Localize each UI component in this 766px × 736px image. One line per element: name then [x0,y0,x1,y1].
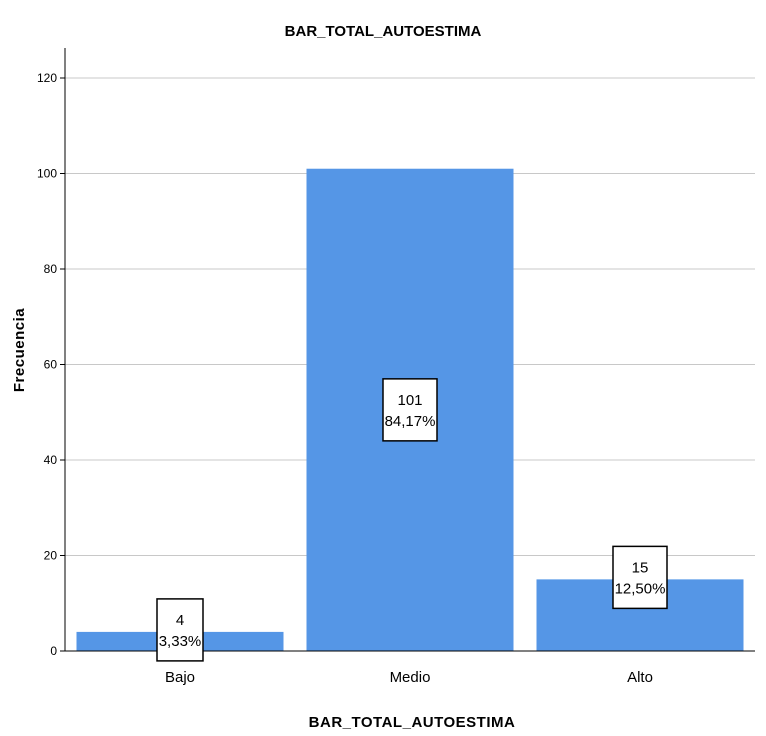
data-label-box [156,598,204,662]
data-label-box [612,545,668,610]
y-tick-label: 20 [44,549,58,563]
y-tick-label: 120 [37,71,57,85]
y-tick-label: 80 [44,262,58,276]
data-label-percent: 84,17% [385,413,436,430]
data-label-count: 4 [176,612,184,629]
data-label-percent: 12,50% [615,580,666,597]
y-tick-label: 0 [50,644,57,658]
data-label-percent: 3,33% [159,633,202,650]
y-tick-label: 40 [44,453,58,467]
x-axis-title: BAR_TOTAL_AUTOESTIMA [309,714,516,731]
y-tick-label: 100 [37,167,57,181]
x-category-label: Medio [390,669,431,686]
data-label-count: 15 [632,559,649,576]
y-axis-ticks: 0 20 40 60 80 100 120 [37,71,65,658]
y-tick-label: 60 [44,358,58,372]
x-category-label: Bajo [165,669,195,686]
chart-title: BAR_TOTAL_AUTOESTIMA [285,23,482,40]
x-category-label: Alto [627,669,653,686]
y-axis-title: Frecuencia [11,308,28,392]
data-label-box [382,378,438,442]
x-axis-categories: Bajo Medio Alto [165,669,653,686]
data-label-count: 101 [397,392,422,409]
data-labels: 4 3,33% 101 84,17% 15 12,50% [156,378,668,662]
